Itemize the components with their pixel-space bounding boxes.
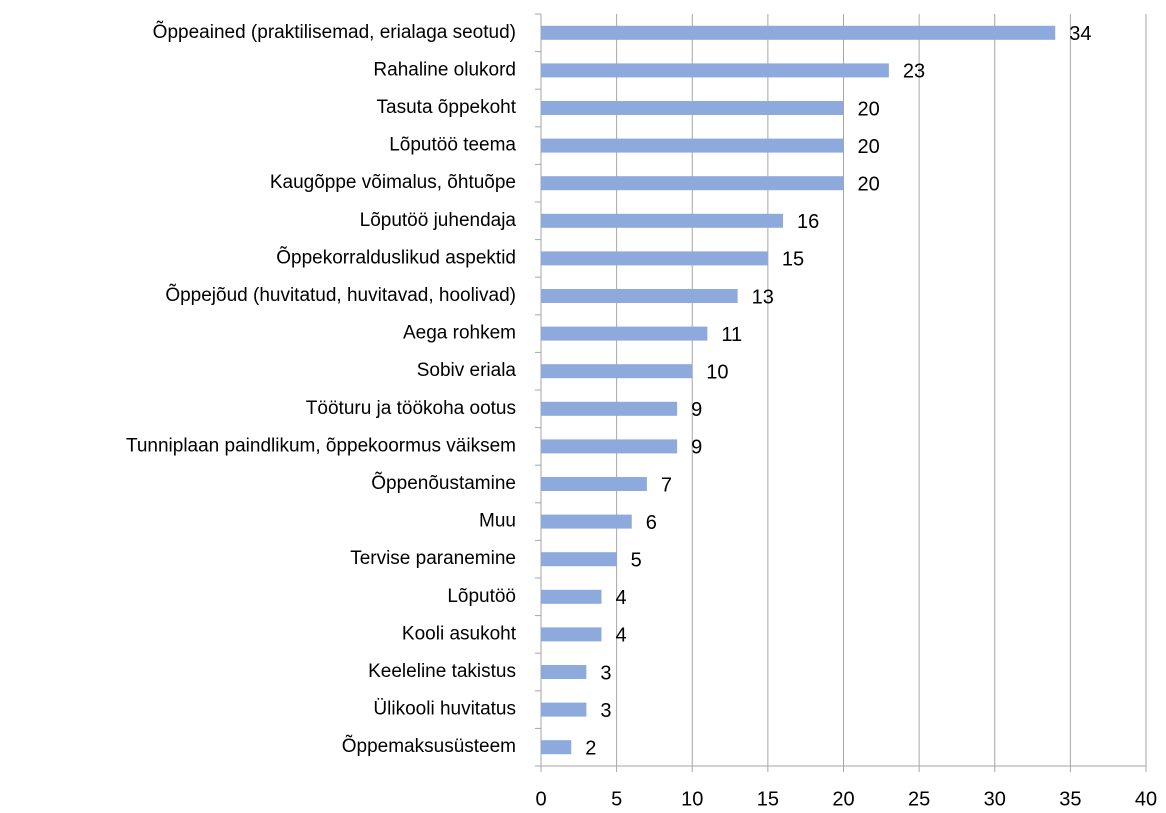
bar (541, 176, 844, 191)
category-label: Aega rohkem (403, 323, 516, 344)
value-label: 5 (631, 549, 642, 571)
bar (541, 552, 617, 567)
category-label: Kaugõppe võimalus, õhtuõpe (270, 172, 516, 193)
value-label: 6 (646, 512, 657, 534)
bar (541, 25, 1056, 40)
value-label: 7 (661, 474, 672, 496)
x-tick-label: 0 (535, 788, 546, 810)
value-label: 13 (752, 286, 774, 308)
bar (541, 439, 678, 454)
bar (541, 589, 602, 604)
bar (541, 477, 647, 491)
x-tick-label: 40 (1135, 788, 1157, 810)
value-label: 9 (691, 399, 702, 421)
x-tick-label: 20 (832, 788, 854, 810)
category-label: Keeleline takistus (368, 661, 516, 682)
value-label: 20 (858, 173, 880, 195)
category-label: Rahaline olukord (373, 59, 516, 80)
bar (541, 326, 708, 341)
category-label: Sobiv eriala (417, 360, 517, 381)
category-label: Tööturu ja töökoha ootus (306, 398, 516, 419)
category-label: Õppejõud (huvitatud, huvitavad, hoolivad… (165, 284, 516, 306)
bar (541, 364, 693, 379)
bar (541, 63, 889, 78)
bar (541, 740, 572, 755)
value-label: 2 (585, 737, 596, 759)
category-label: Ülikooli huvitatus (373, 699, 516, 720)
value-label: 34 (1069, 23, 1091, 45)
category-label: Lõputöö juhendaja (360, 210, 517, 231)
value-label: 16 (797, 211, 819, 233)
bar (541, 289, 738, 303)
value-label: 4 (616, 625, 627, 647)
bar (541, 627, 602, 642)
value-label: 15 (782, 249, 804, 271)
x-tick-label: 15 (757, 788, 779, 810)
value-label: 9 (691, 437, 702, 459)
bar (541, 514, 632, 529)
x-tick-label: 5 (611, 788, 622, 810)
category-label: Tervise paranemine (350, 548, 516, 569)
value-label: 11 (721, 324, 742, 346)
bar (541, 665, 587, 679)
bar (541, 101, 844, 115)
category-label: Kooli asukoht (402, 623, 517, 644)
x-tick-label: 25 (908, 788, 930, 810)
value-label: 10 (706, 361, 728, 383)
category-label: Tunniplaan paindlikum, õppekoormus väiks… (126, 435, 516, 456)
bar (541, 401, 678, 416)
value-label: 3 (600, 700, 611, 722)
category-label: Tasuta õppekoht (377, 97, 517, 118)
category-label: Õppeained (praktilisemad, erialaga seotu… (153, 21, 516, 43)
category-label: Õppemaksusüsteem (342, 735, 516, 757)
x-tick-label: 35 (1059, 788, 1081, 810)
x-tick-label: 10 (681, 788, 703, 810)
bar (541, 702, 587, 717)
bar (541, 213, 783, 228)
category-label: Õppekorralduslikud aspektid (276, 246, 516, 268)
value-label: 20 (858, 98, 880, 120)
value-label: 23 (903, 61, 925, 83)
category-label: Lõputöö teema (389, 135, 516, 156)
category-label: Õppenõustamine (371, 472, 516, 494)
bar (541, 251, 768, 266)
value-label: 3 (600, 662, 611, 684)
value-label: 4 (616, 587, 627, 609)
value-label: 20 (858, 136, 880, 158)
category-label: Lõputöö (447, 586, 516, 607)
x-tick-label: 30 (984, 788, 1006, 810)
bar (541, 138, 844, 153)
category-label: Muu (479, 511, 516, 532)
